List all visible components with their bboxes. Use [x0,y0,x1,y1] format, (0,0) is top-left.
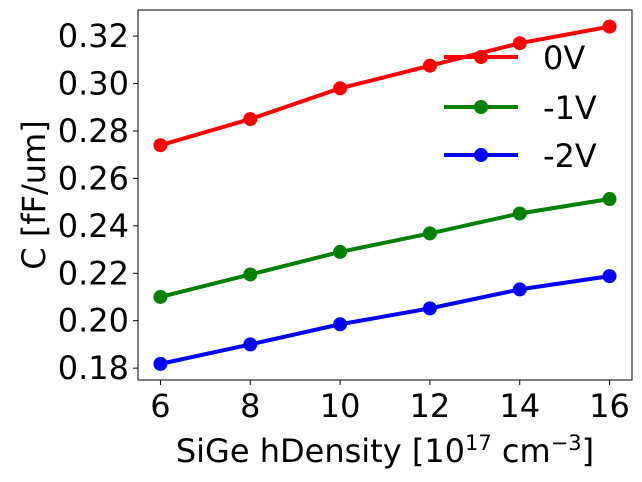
y-tick-label: 0.26 [58,159,129,197]
data-point [333,244,348,259]
x-tick-label: 10 [320,387,361,425]
data-point [243,267,258,282]
data-point [602,19,617,34]
x-axis-label-main: SiGe hDensity [10 [176,432,465,470]
y-tick-label: 0.30 [58,65,129,103]
data-point [422,58,437,73]
data-point [602,192,617,207]
legend-entry: 0V [444,39,585,77]
data-point [243,337,258,352]
data-point [512,282,527,297]
series-line [160,274,610,366]
data-point [153,138,168,153]
series-2 [153,269,617,371]
legend-marker [474,100,488,114]
plot-frame [137,9,633,381]
data-point [422,226,437,241]
x-axis-ticks: 6 8 10 12 14 16 [150,380,630,425]
x-tick-label: 6 [150,387,170,425]
legend-label: 0V [543,39,585,77]
data-point [243,112,258,127]
legend-label: -1V [543,89,597,127]
legend-label: -2V [543,137,597,175]
x-axis-label: SiGe hDensity [1017 cm−3] [176,431,594,470]
x-axis-label-end: ] [582,432,594,470]
y-tick-label: 0.24 [58,207,129,245]
x-tick-label: 8 [240,387,260,425]
x-axis-label-exponent-1: 17 [465,431,492,455]
legend-entry: -1V [444,89,597,127]
data-point [333,81,348,96]
data-point [153,289,168,304]
data-point [333,317,348,332]
y-tick-label: 0.18 [58,349,129,387]
y-axis-label: C [fF/um] [15,120,53,269]
x-tick-label: 16 [589,387,630,425]
series-0 [153,19,617,153]
legend-marker [474,148,488,162]
y-tick-label: 0.20 [58,302,129,340]
series-layer [153,19,617,371]
x-tick-label: 12 [410,387,451,425]
data-point [512,206,527,221]
legend: 0V -1V -2V [444,39,597,175]
series-1 [153,192,617,304]
y-tick-label: 0.22 [58,254,129,292]
legend-entry: -2V [444,137,597,175]
data-point [512,36,527,51]
data-point [153,356,168,371]
data-point [422,301,437,316]
data-point [602,269,617,284]
y-tick-label: 0.28 [58,112,129,150]
x-tick-label: 14 [499,387,540,425]
y-axis-ticks: 0.18 0.20 0.22 0.24 0.26 0.28 0.30 0.32 [58,17,138,387]
series-line [159,197,610,299]
x-axis-label-exponent-2: −3 [551,431,582,455]
series-line [159,24,610,148]
y-tick-label: 0.32 [58,17,129,55]
x-axis-label-mid: cm [492,432,551,470]
legend-marker [474,50,488,64]
